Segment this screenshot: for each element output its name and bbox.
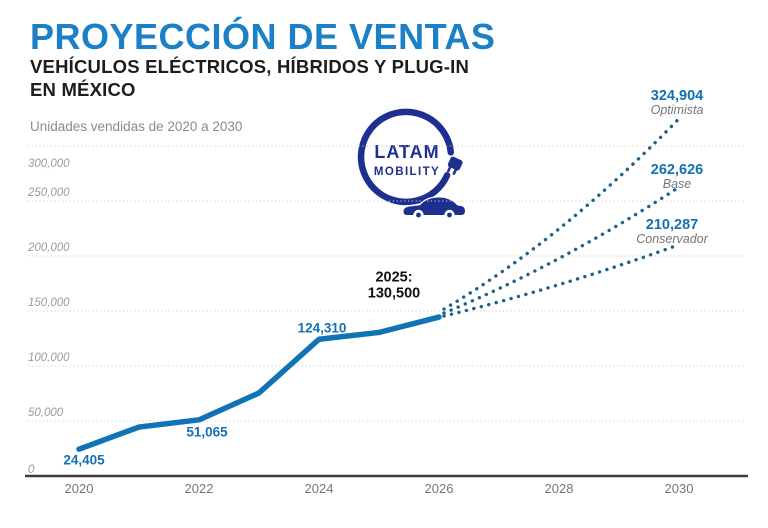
projection-line-conservador [442,242,681,318]
projection-line-optimista [442,116,681,311]
logo-text-mobility: MOBILITY [374,166,440,178]
logo-text-latam: LATAM [374,142,439,162]
page-subtitle-line1: VEHÍCULOS ELÉCTRICOS, HÍBRIDOS Y PLUG-IN [30,56,470,77]
sales-line-historical [76,314,442,452]
projection-line-base [442,185,681,315]
logo-cable-circle [357,108,455,206]
units-note: Unidades vendidas de 2020 a 2030 [30,119,243,134]
plug-icon [446,156,463,175]
car-icon [402,196,467,221]
page-title: PROYECCIÓN DE VENTAS [30,16,496,57]
latam-mobility-logo: LATAM MOBILITY [345,103,481,227]
page-subtitle-line2: EN MÉXICO [30,79,136,100]
